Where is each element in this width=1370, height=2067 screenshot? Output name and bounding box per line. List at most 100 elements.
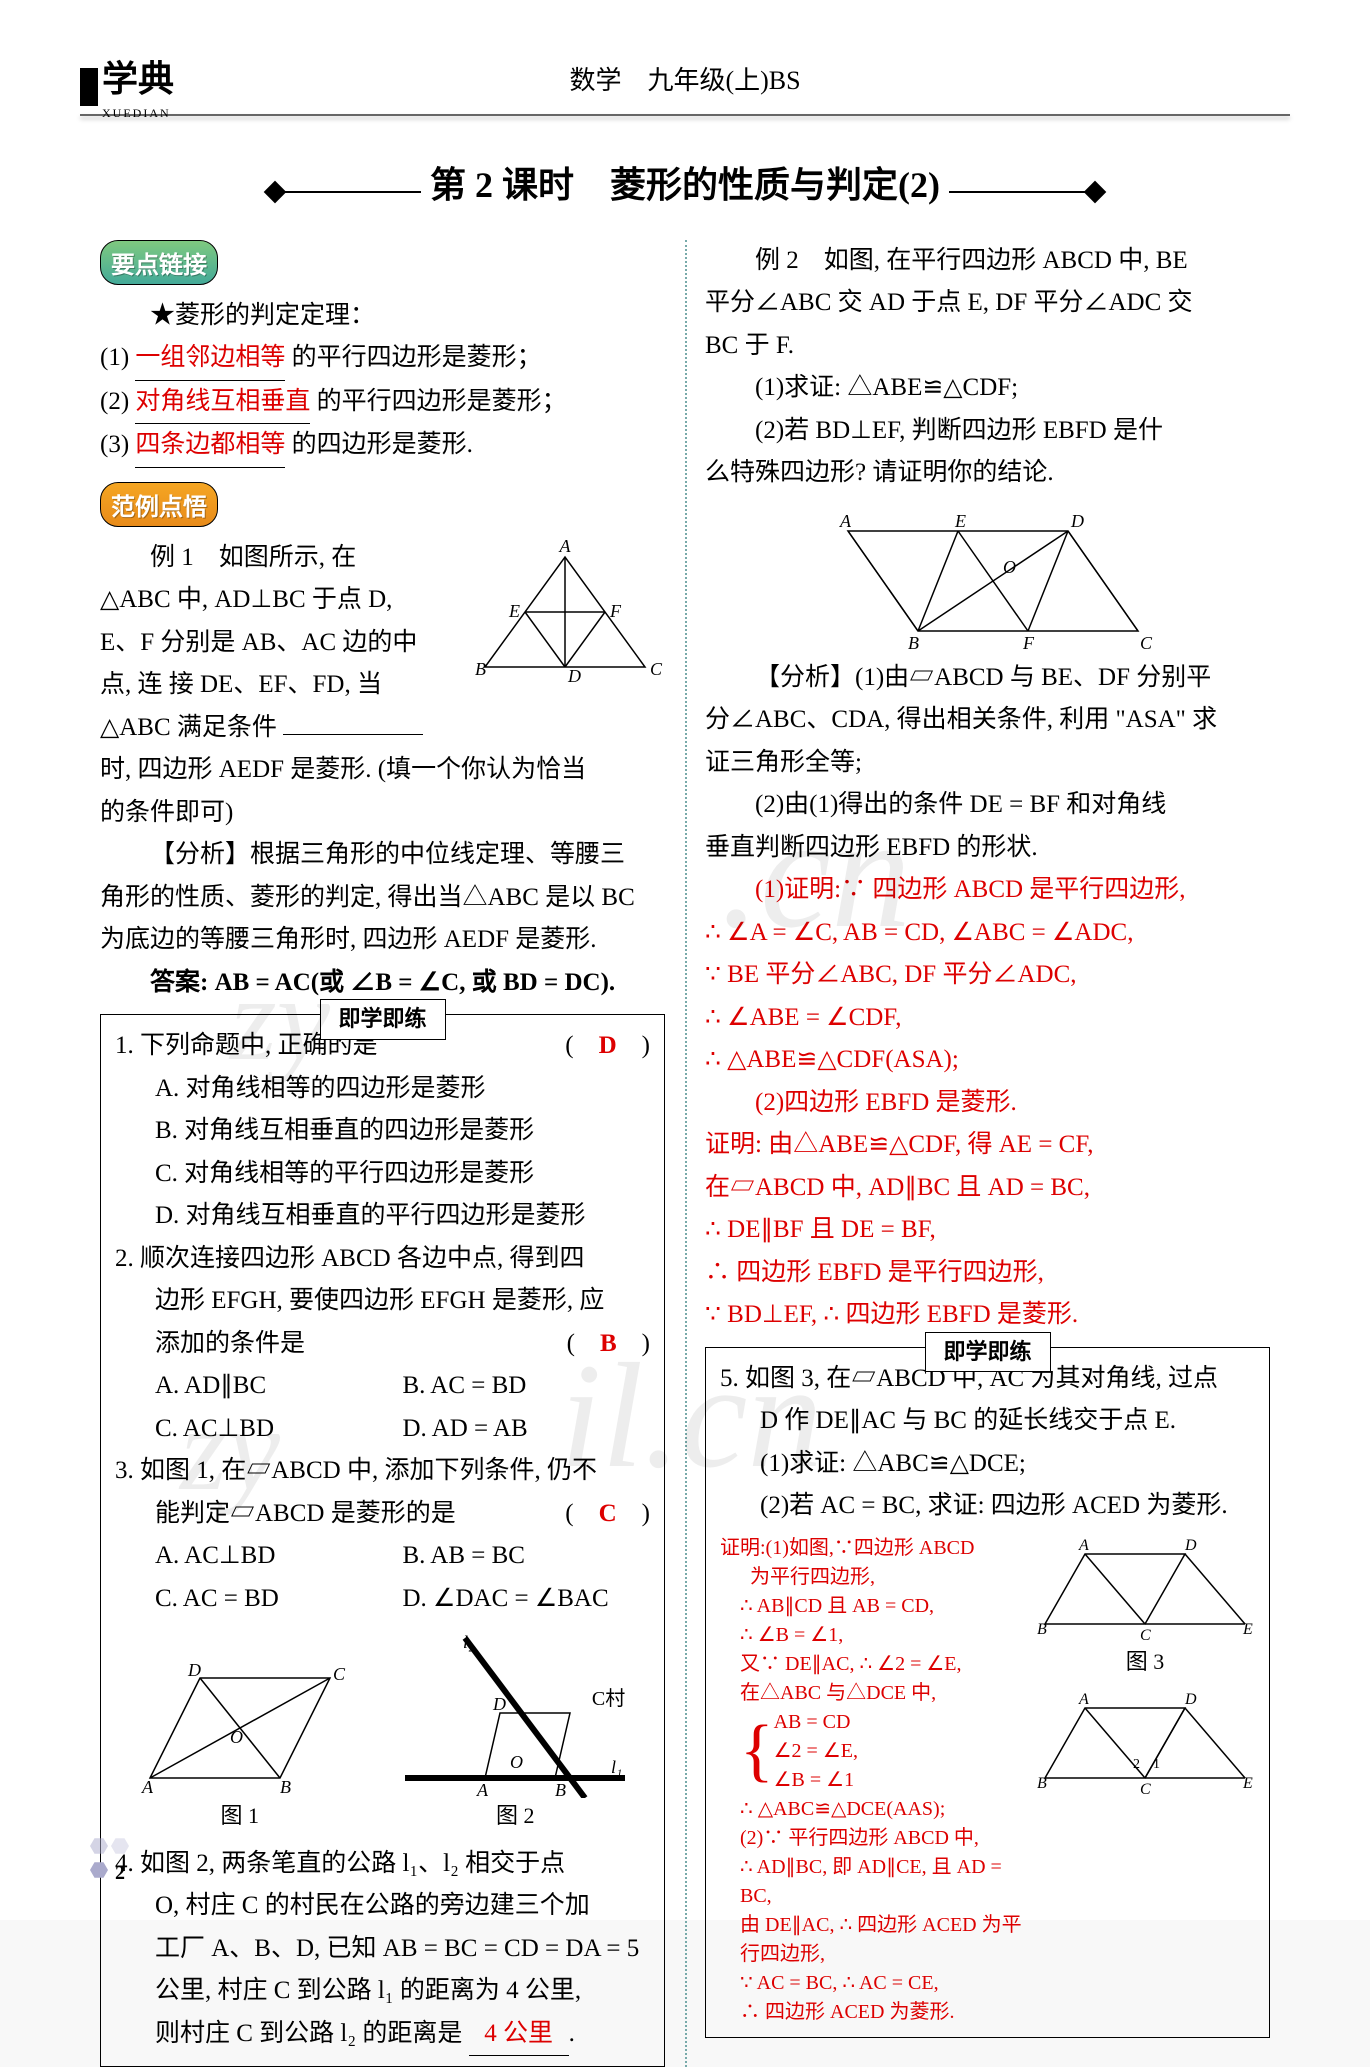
ex1-l7: 的条件即可) bbox=[100, 792, 665, 835]
column-divider bbox=[685, 240, 687, 2067]
svg-text:B: B bbox=[1037, 1775, 1047, 1792]
q5-proof-row: 证明:(1)如图,∵四边形 ABCD 为平行四边形, ∴ AB∥CD 且 AB … bbox=[720, 1534, 1255, 2027]
ex2-q2a: (2)若 BD⊥EF, 判断四边形 EBFD 是什 bbox=[705, 410, 1270, 453]
sp3: ∴ ∠B = ∠1, bbox=[720, 1621, 1027, 1650]
svg-text:C: C bbox=[333, 1664, 346, 1684]
practice-title: 即学即练 bbox=[319, 999, 445, 1039]
header: 学典 XUEDIAN 数学 九年级(上)BS bbox=[80, 50, 1290, 116]
svg-text:D: D bbox=[1070, 511, 1084, 531]
lesson-title: 第 2 课时 菱形的性质与判定(2) bbox=[430, 165, 940, 205]
q5d: (2)若 AC = BC, 求证: 四边形 ACED 为菱形. bbox=[720, 1485, 1255, 1528]
pf6: (2)四边形 EBFD 是菱形. bbox=[705, 1082, 1270, 1125]
d1-post: 的平行四边形是菱形； bbox=[292, 344, 542, 371]
sp1: 证明:(1)如图,∵四边形 ABCD bbox=[720, 1534, 1027, 1563]
lbl-A: A bbox=[559, 537, 572, 556]
svg-text:O: O bbox=[1003, 557, 1016, 577]
svg-text:A: A bbox=[141, 1777, 154, 1797]
sp6: { AB = CD ∠2 = ∠E, ∠B = ∠1 bbox=[720, 1708, 1027, 1795]
svg-text:D: D bbox=[187, 1660, 201, 1680]
lbl-C: C bbox=[650, 659, 663, 679]
pf11: ∵ BD⊥EF, ∴ 四边形 EBFD 是菱形. bbox=[705, 1294, 1270, 1337]
an5: 垂直判断四边形 EBFD 的形状. bbox=[705, 827, 1270, 870]
q4c: 工厂 A、B、D, 已知 AB = BC = CD = DA = 5 bbox=[115, 1928, 650, 1971]
ex1-l5: △ABC 满足条件 bbox=[100, 707, 455, 750]
q1b: B. 对角线互相垂直的四边形是菱形 bbox=[115, 1110, 650, 1153]
fig2-cap: 图 2 bbox=[395, 1798, 635, 1834]
def-1: (1) 一组邻边相等 的平行四边形是菱形； bbox=[100, 337, 665, 381]
pf10: ∴ 四边形 EBFD 是平行四边形, bbox=[705, 1252, 1270, 1295]
columns: 要点链接 ★菱形的判定定理： (1) 一组邻边相等 的平行四边形是菱形； (2)… bbox=[80, 240, 1290, 2067]
d1-pre: (1) bbox=[100, 344, 135, 371]
page-number: 2 bbox=[115, 1862, 125, 1884]
ex2-q1: (1)求证: △ABE≌△CDF; bbox=[705, 367, 1270, 410]
q3-ans: C bbox=[599, 1500, 617, 1527]
d1-fill: 一组邻边相等 bbox=[135, 337, 285, 381]
sp5: 在△ABC 与△DCE 中, bbox=[720, 1679, 1027, 1708]
d3-pre: (3) bbox=[100, 431, 135, 458]
deco-right bbox=[949, 168, 1101, 210]
q4e: 则村庄 C 到公路 l₂ 的距离是 4 公里. bbox=[115, 2013, 650, 2057]
svg-text:E: E bbox=[1242, 1775, 1253, 1792]
svg-text:l₂: l₂ bbox=[463, 1632, 474, 1652]
ex1-l1: 例 1 如图所示, 在 bbox=[100, 537, 455, 580]
d3-post: 的四边形是菱形. bbox=[292, 431, 473, 458]
sp7: ∴ △ABC≌△DCE(AAS); bbox=[720, 1795, 1027, 1824]
q4-ans: 4 公里 bbox=[469, 2013, 569, 2057]
page-number-block: 2 bbox=[90, 1837, 127, 1885]
svg-text:C: C bbox=[1140, 1781, 1151, 1798]
left-column: 要点链接 ★菱形的判定定理： (1) 一组邻边相等 的平行四边形是菱形； (2)… bbox=[80, 240, 685, 2067]
ex1-l2: △ABC 中, AD⊥BC 于点 D, bbox=[100, 579, 455, 622]
practice-box-right: 即学即练 5. 如图 3, 在▱ABCD 中, AC 为其对角线, 过点 D 作… bbox=[705, 1347, 1270, 2038]
q4b: O, 村庄 C 的村民在公路的旁边建三个加 bbox=[115, 1885, 650, 1928]
svg-text:C: C bbox=[1140, 1627, 1151, 1644]
ex1-blank bbox=[283, 734, 423, 735]
an2: 分∠ABC、CDA, 得出相关条件, 利用 "ASA" 求 bbox=[705, 699, 1270, 742]
sp2: ∴ AB∥CD 且 AB = CD, bbox=[720, 1592, 1027, 1621]
q1-ans: D bbox=[599, 1032, 617, 1059]
svg-text:A: A bbox=[839, 511, 852, 531]
pf4: ∴ ∠ABE = ∠CDF, bbox=[705, 997, 1270, 1040]
q1c: C. 对角线相等的平行四边形是菱形 bbox=[115, 1153, 650, 1196]
fig-3b: A D B C E 1 2 bbox=[1035, 1688, 1255, 1798]
fig1-cap: 图 1 bbox=[130, 1798, 350, 1834]
svg-text:B: B bbox=[908, 633, 919, 651]
ex1-an1: 【分析】根据三角形的中位线定理、等腰三 bbox=[100, 834, 665, 877]
ex2-q2b: 么特殊四边形? 请证明你的结论. bbox=[705, 452, 1270, 495]
ex1-l6: 时, 四边形 AEDF 是菱形. (填一个你认为恰当 bbox=[100, 749, 665, 792]
q2-ans: B bbox=[600, 1330, 617, 1357]
an3: 证三角形全等; bbox=[705, 742, 1270, 785]
practice-title-r: 即学即练 bbox=[924, 1332, 1050, 1372]
pf7: 证明: 由△ABE≌△CDF, 得 AE = CF, bbox=[705, 1124, 1270, 1167]
q3b: 能判定▱ABCD 是菱形的是 ( C ) bbox=[115, 1493, 650, 1536]
fig-3: A D B C E bbox=[1035, 1534, 1255, 1644]
svg-text:E: E bbox=[954, 511, 966, 531]
svg-text:2: 2 bbox=[1133, 1757, 1140, 1772]
ex1-ans: 答案: AB = AC(或 ∠B = ∠C, 或 BD = DC). bbox=[100, 962, 665, 1005]
brand-box-icon bbox=[80, 68, 98, 106]
q1d: D. 对角线互相垂直的平行四边形是菱形 bbox=[115, 1195, 650, 1238]
svg-text:A: A bbox=[476, 1780, 489, 1798]
svg-text:D: D bbox=[1184, 1691, 1197, 1708]
svg-text:D: D bbox=[1184, 1537, 1197, 1554]
ex1-l4: 点, 连 接 DE、EF、FD, 当 bbox=[100, 664, 455, 707]
lbl-F: F bbox=[609, 601, 622, 621]
ex1-an2: 角形的性质、菱形的判定, 得出当△ABC 是以 BC bbox=[100, 877, 665, 920]
brand-pinyin: XUEDIAN bbox=[102, 106, 1290, 121]
badge-examples: 范例点悟 bbox=[100, 482, 218, 527]
ex2-3: BC 于 F. bbox=[705, 325, 1270, 368]
lbl-D: D bbox=[567, 666, 581, 686]
q2a: 2. 顺次连接四边形 ABCD 各边中点, 得到四 bbox=[115, 1238, 650, 1281]
sp8: (2)∵ 平行四边形 ABCD 中, bbox=[720, 1824, 1027, 1853]
page: 学典 XUEDIAN 数学 九年级(上)BS 第 2 课时 菱形的性质与判定(2… bbox=[0, 0, 1370, 1920]
brand-text: 学典 bbox=[102, 50, 174, 102]
svg-text:O: O bbox=[230, 1727, 243, 1747]
pf2: ∴ ∠A = ∠C, AB = CD, ∠ABC = ∠ADC, bbox=[705, 912, 1270, 955]
sp10: 由 DE∥AC, ∴ 四边形 ACED 为平行四边形, bbox=[720, 1911, 1027, 1969]
q4a: 4. 如图 2, 两条笔直的公路 l₁、l₂ 相交于点 bbox=[115, 1843, 650, 1886]
svg-text:B: B bbox=[1037, 1621, 1047, 1638]
d2-post: 的平行四边形是菱形； bbox=[317, 388, 567, 415]
fig-1: A B C D O bbox=[130, 1648, 350, 1798]
right-column: 例 2 如图, 在平行四边形 ABCD 中, BE 平分∠ABC 交 AD 于点… bbox=[685, 240, 1290, 2067]
svg-text:O: O bbox=[510, 1752, 523, 1772]
svg-text:1: 1 bbox=[1153, 1757, 1160, 1772]
